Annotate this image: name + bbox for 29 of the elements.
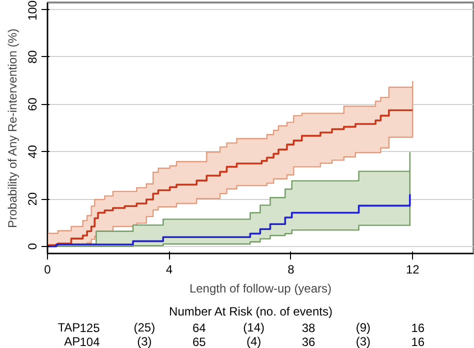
- text: AP: [64, 334, 80, 348]
- text: 38: [302, 321, 316, 335]
- y-tick-label: 40: [26, 144, 40, 158]
- x-tick-label: 12: [406, 262, 420, 276]
- y-tick-label: 100: [26, 0, 40, 21]
- text: (9): [356, 320, 371, 334]
- text: 16: [411, 321, 425, 335]
- text: 104: [80, 335, 100, 348]
- text: 125: [80, 321, 100, 335]
- text: (3): [137, 334, 152, 348]
- y-tick-label: 80: [26, 50, 40, 64]
- x-axis-title: Length of follow-up (years): [189, 282, 332, 296]
- y-axis-title: Probability of Any Re-intervention (%): [6, 28, 20, 228]
- y-tick-label: 60: [26, 97, 40, 111]
- text: Number At Risk (no. of events): [169, 304, 332, 318]
- text: 65: [192, 335, 206, 348]
- y-tick-label: 20: [26, 192, 40, 206]
- x-tick-label: 8: [288, 262, 295, 276]
- text: TAP: [58, 320, 80, 334]
- text: 36: [302, 335, 316, 348]
- text: 64: [192, 321, 206, 335]
- text: (25): [134, 320, 156, 334]
- text: (4): [246, 334, 262, 348]
- y-tick-label: 0: [26, 242, 40, 250]
- x-tick-label: 4: [166, 262, 173, 276]
- x-tick-label: 0: [44, 262, 52, 276]
- text: (3): [356, 334, 371, 348]
- text: (14): [243, 320, 264, 334]
- text: 16: [411, 335, 425, 348]
